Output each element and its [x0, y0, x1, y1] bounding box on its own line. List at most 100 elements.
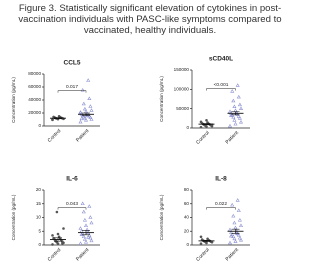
x-tick-label: Control [195, 247, 211, 263]
y-tick-label: 0 [186, 125, 189, 130]
data-point [83, 109, 89, 113]
figure-caption: Figure 3. Statistically significant elev… [18, 3, 282, 36]
data-point [89, 108, 94, 112]
data-point [199, 125, 203, 129]
x-tick-label: Patient [225, 130, 241, 146]
p-value: 0.017 [66, 84, 78, 90]
data-point [81, 234, 86, 239]
error-bar [202, 240, 211, 242]
data-point [229, 230, 234, 234]
data-point [227, 123, 233, 128]
data-point [78, 110, 83, 114]
error-bar [82, 112, 90, 116]
data-point [80, 88, 85, 92]
data-point [79, 229, 84, 233]
page: Figure 3. Statistically significant elev… [11, 3, 282, 263]
error-bar [231, 228, 240, 234]
data-point [227, 240, 233, 245]
data-point [238, 223, 244, 228]
data-point [56, 232, 60, 236]
data-point [88, 104, 93, 108]
y-tick-label: 60 [184, 201, 190, 206]
data-point [236, 208, 241, 212]
p-value: <0.001 [214, 82, 229, 88]
x-tick-label: Control [47, 247, 63, 263]
data-point [235, 198, 240, 202]
data-point [236, 114, 241, 118]
data-point [237, 102, 242, 107]
y-tick-label: 0 [38, 123, 41, 128]
data-point [205, 118, 208, 122]
data-point [83, 240, 89, 244]
y-tick-label: 80000 [28, 71, 41, 76]
data-point [199, 235, 203, 239]
y-tick-label: 5 [38, 228, 41, 233]
y-axis-label: Concentration (pg/mL) [159, 76, 164, 122]
data-point [238, 119, 244, 124]
data-point [79, 232, 84, 236]
data-point [86, 235, 91, 239]
y-tick-label: 40000 [28, 97, 41, 102]
data-point [237, 218, 242, 222]
significance-bracket [57, 90, 87, 93]
data-point [61, 242, 64, 245]
y-axis-label: Concentration (pg/mL) [11, 77, 16, 123]
data-point [235, 112, 240, 116]
data-point [229, 113, 234, 117]
data-point [230, 202, 235, 207]
data-point [82, 218, 87, 222]
y-tick-label: 150000 [174, 67, 190, 72]
data-point [80, 201, 85, 206]
data-point [233, 121, 238, 126]
panel-title: IL-8 [215, 176, 227, 183]
error-bar [231, 111, 240, 116]
data-point [81, 209, 86, 214]
panel-title: CCL5 [64, 60, 81, 67]
panel-title: sCD40L [209, 56, 233, 63]
data-point [89, 238, 94, 243]
y-tick-label: 50000 [176, 106, 189, 111]
significance-bracket [206, 207, 236, 210]
data-point [232, 104, 237, 109]
data-point [233, 225, 238, 230]
data-point [78, 241, 83, 245]
data-point [78, 119, 83, 124]
panel-title: IL-6 [66, 176, 78, 183]
x-tick-label: Control [47, 128, 63, 144]
x-tick-label: Patient [75, 247, 91, 263]
y-tick-label: 60000 [28, 84, 41, 89]
error-bar [54, 237, 62, 242]
data-point [231, 213, 236, 218]
data-point [232, 118, 237, 122]
data-point [51, 234, 54, 237]
y-tick-label: 10 [36, 215, 42, 220]
data-point [57, 235, 61, 239]
data-point [82, 237, 87, 241]
data-point [88, 215, 93, 219]
error-bar [54, 117, 62, 120]
data-point [79, 116, 84, 121]
data-point [206, 237, 209, 241]
data-point [227, 109, 233, 114]
data-point [227, 227, 233, 232]
data-point [229, 233, 234, 238]
data-point [78, 226, 83, 230]
data-point [52, 236, 55, 240]
data-point [89, 117, 94, 121]
data-point [235, 83, 240, 87]
error-bar [202, 123, 211, 126]
y-tick-label: 100000 [174, 87, 190, 92]
data-point [237, 116, 242, 120]
data-point [231, 98, 236, 103]
y-tick-label: 20 [36, 187, 42, 192]
data-point [87, 96, 92, 100]
significance-bracket [206, 88, 236, 91]
data-point [55, 210, 59, 214]
data-point [51, 243, 54, 246]
data-point [57, 114, 61, 118]
data-point [230, 89, 235, 93]
data-point [236, 94, 241, 99]
data-point [233, 239, 238, 243]
y-tick-label: 20 [184, 228, 190, 233]
